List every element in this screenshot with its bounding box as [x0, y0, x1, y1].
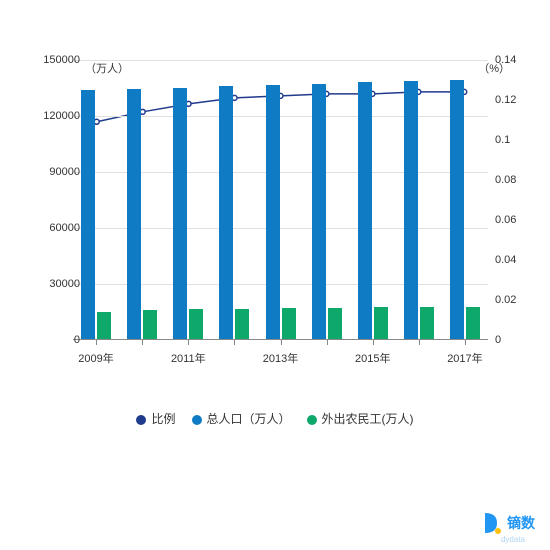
bar-migrant — [282, 308, 296, 339]
legend: 比例 总人口（万人） 外出农民工(万人) — [0, 410, 550, 427]
bar-migrant — [374, 307, 388, 339]
watermark-text: 镝数 — [507, 513, 535, 533]
bar-population — [173, 88, 187, 340]
y-right-tick: 0.08 — [495, 174, 545, 186]
watermark-logo: 镝数 — [483, 511, 535, 535]
legend-label: 总人口（万人） — [207, 412, 291, 426]
x-label: 2009年 — [73, 350, 119, 366]
x-label: 2015年 — [350, 350, 396, 366]
y-right-tick: 0.02 — [495, 294, 545, 306]
bar-migrant — [97, 312, 111, 339]
legend-label: 外出农民工(万人) — [322, 412, 414, 426]
legend-item: 总人口（万人） — [192, 410, 291, 427]
x-tick — [327, 340, 328, 345]
y-right-tick: 0 — [495, 334, 545, 346]
bar-population — [266, 85, 280, 339]
bar-population — [219, 86, 233, 339]
y-right-tick: 0.12 — [495, 94, 545, 106]
x-tick — [142, 340, 143, 345]
legend-swatch — [136, 415, 146, 425]
y-right-tick: 0.1 — [495, 134, 545, 146]
x-tick — [281, 340, 282, 345]
x-label: 2011年 — [165, 350, 211, 366]
y-right-tick: 0.04 — [495, 254, 545, 266]
bar-migrant — [420, 307, 434, 339]
y-left-tick: 120000 — [30, 110, 80, 122]
y-right-tick: 0.06 — [495, 214, 545, 226]
x-tick — [234, 340, 235, 345]
y-left-tick: 0 — [30, 334, 80, 346]
plot-area: 2009年2011年2013年2015年2017年 — [73, 60, 488, 340]
legend-item: 比例 — [136, 410, 175, 427]
y-left-tick: 60000 — [30, 222, 80, 234]
legend-item: 外出农民工(万人) — [307, 410, 414, 427]
bar-population — [312, 84, 326, 339]
gridline — [73, 60, 488, 61]
bar-population — [358, 82, 372, 339]
bar-migrant — [466, 307, 480, 339]
legend-swatch — [307, 415, 317, 425]
bar-migrant — [189, 309, 203, 339]
bar-migrant — [143, 310, 157, 339]
legend-swatch — [192, 415, 202, 425]
bar-migrant — [235, 309, 249, 339]
bar-population — [404, 81, 418, 339]
watermark-sub: dydata — [501, 535, 525, 544]
x-tick — [419, 340, 420, 345]
legend-label: 比例 — [151, 412, 175, 426]
x-label: 2013年 — [258, 350, 304, 366]
y-left-tick: 90000 — [30, 166, 80, 178]
x-tick — [188, 340, 189, 345]
chart-container: （万人） （%） 2009年2011年2013年2015年2017年 03000… — [55, 30, 500, 360]
bar-migrant — [328, 308, 342, 339]
x-tick — [465, 340, 466, 345]
x-label: 2017年 — [442, 350, 488, 366]
x-tick — [96, 340, 97, 345]
y-left-tick: 150000 — [30, 54, 80, 66]
y-right-tick: 0.14 — [495, 54, 545, 66]
x-tick — [373, 340, 374, 345]
y-left-tick: 30000 — [30, 278, 80, 290]
bar-population — [127, 89, 141, 339]
bar-population — [450, 80, 464, 339]
bar-population — [81, 90, 95, 339]
